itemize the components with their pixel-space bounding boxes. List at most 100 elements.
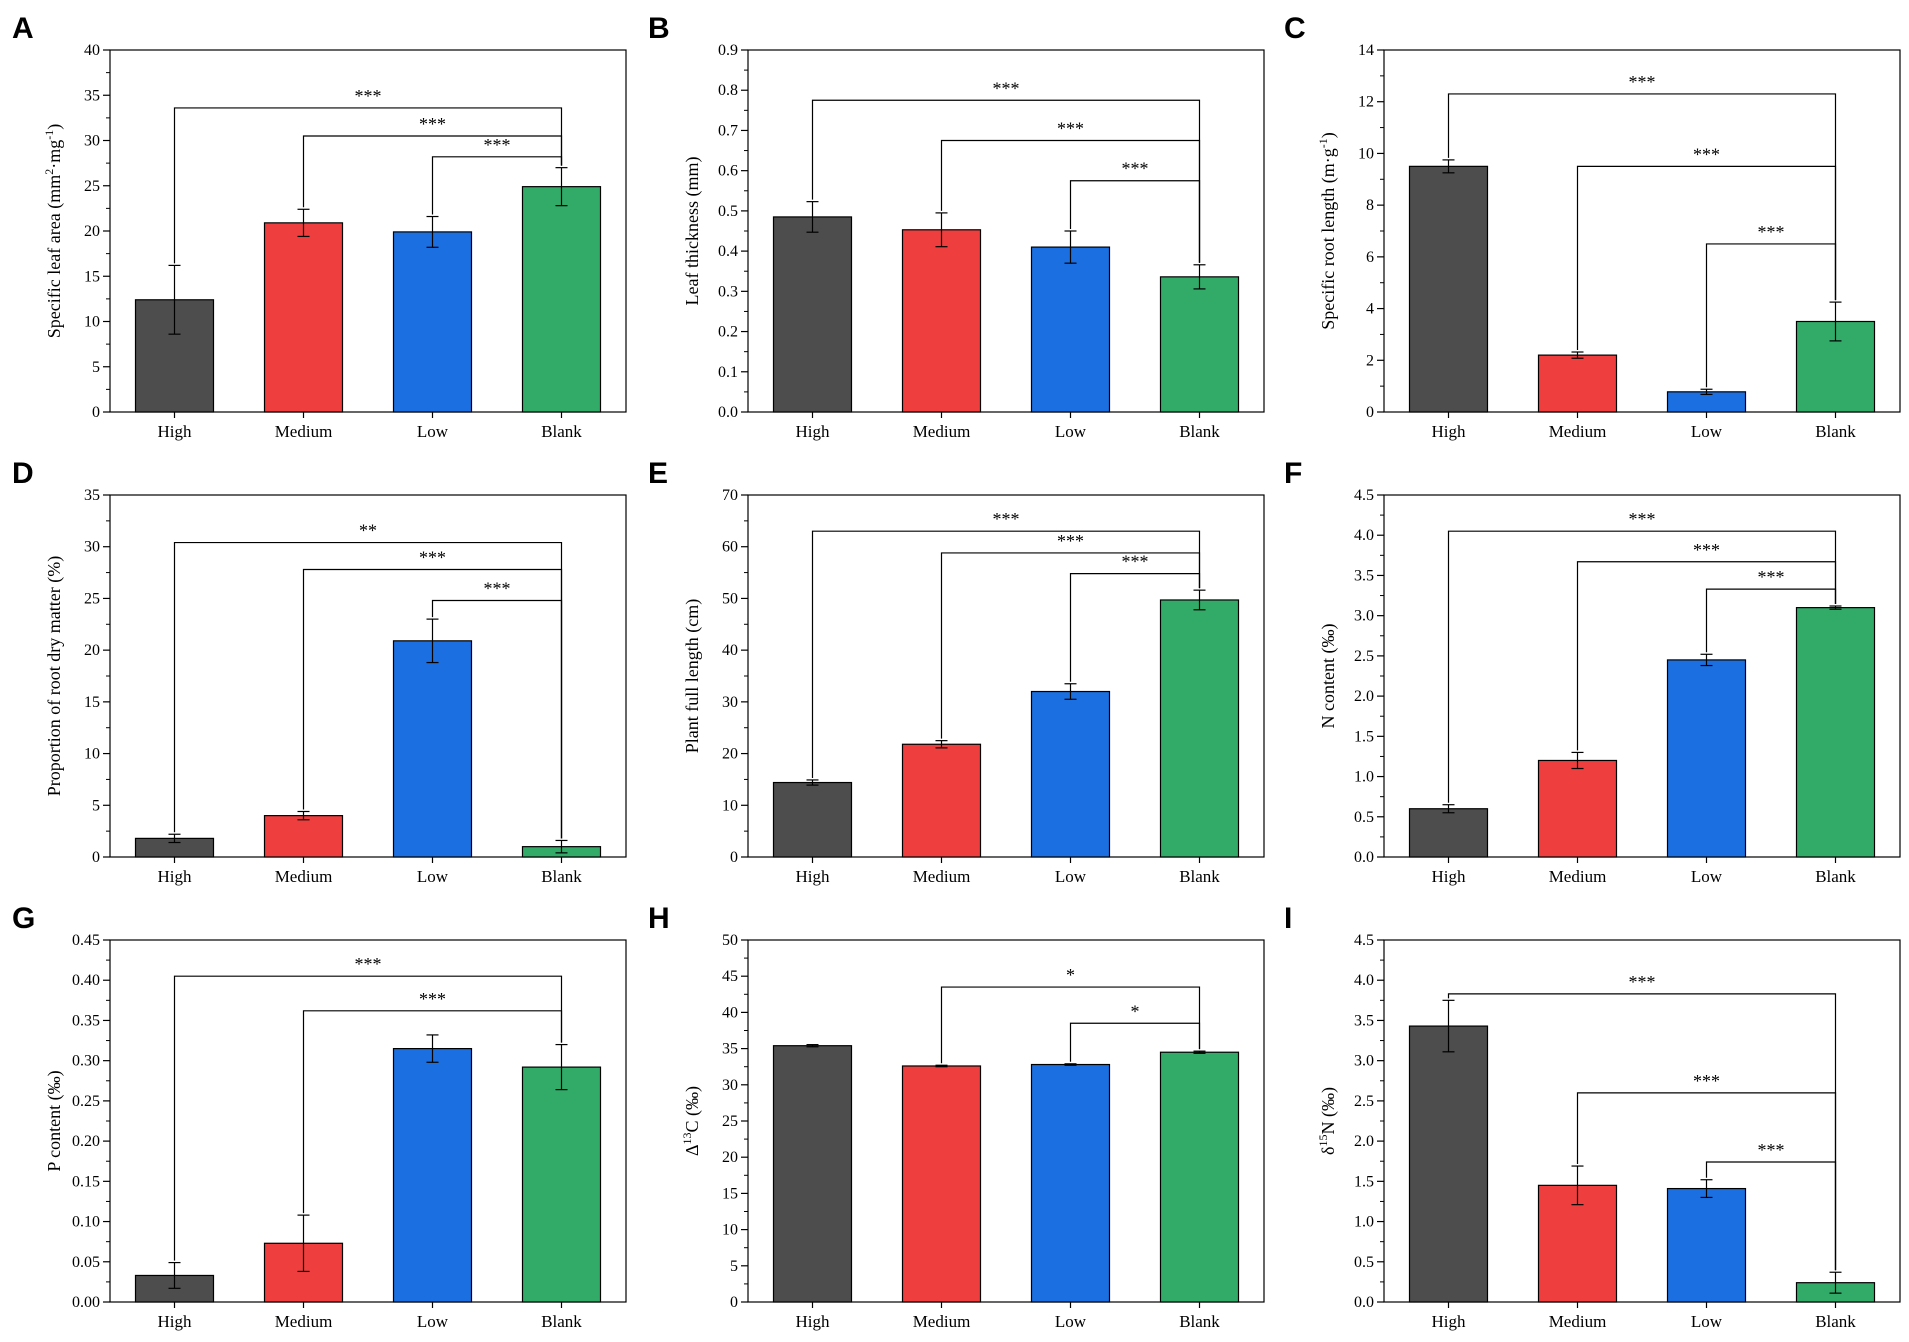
x-category-label: Medium [1549, 422, 1607, 441]
bar-medium [901, 1065, 982, 1303]
significance-label: *** [1629, 509, 1656, 529]
y-tick-label: 0.1 [718, 364, 738, 381]
plot-frame [109, 494, 627, 858]
y-axis-title: Proportion of root dry matter (%) [44, 556, 65, 796]
y-axis-title-superscript: 15 [1316, 1135, 1330, 1147]
panel-letter: B [648, 12, 670, 45]
x-category-label: Medium [1549, 867, 1607, 886]
significance-label: *** [1758, 1140, 1785, 1160]
y-tick-label: 2.5 [1354, 648, 1374, 665]
y-tick-label: 15 [84, 268, 100, 285]
y-axis-title-part: Plant full length (cm) [682, 599, 703, 753]
y-tick-label: 0 [92, 849, 100, 866]
y-tick-label: 3.0 [1354, 1053, 1374, 1070]
bar-medium [901, 743, 982, 858]
x-category-label: Low [1691, 422, 1723, 441]
y-tick-label: 5 [92, 797, 100, 814]
x-category-label: Blank [1179, 867, 1220, 886]
y-tick-label: 1.0 [1354, 1214, 1374, 1231]
significance-label: *** [484, 135, 511, 155]
bar-low [392, 640, 473, 858]
significance-label: *** [1629, 72, 1656, 92]
y-tick-label: 20 [84, 223, 100, 240]
bar-high [772, 1045, 853, 1303]
panel-letter: G [12, 902, 35, 935]
x-category-label: High [1432, 422, 1467, 441]
y-tick-label: 10 [84, 314, 100, 331]
y-tick-label: 0 [730, 1294, 738, 1311]
significance-label: *** [993, 509, 1020, 529]
x-category-label: Blank [541, 422, 582, 441]
bar-medium [901, 229, 982, 413]
y-tick-label: 0.6 [718, 163, 738, 180]
y-tick-label: 0.20 [72, 1133, 100, 1150]
y-tick-label: 8 [1366, 197, 1374, 214]
y-axis-title-part: ·mg [44, 140, 64, 169]
y-tick-label: 20 [722, 746, 738, 763]
x-category-label: Low [1055, 867, 1087, 886]
significance-label: *** [1122, 552, 1149, 572]
x-category-label: High [158, 422, 193, 441]
y-tick-label: 12 [1358, 94, 1374, 111]
significance-bracket [173, 975, 563, 1261]
x-category-label: Blank [541, 867, 582, 886]
panel-g: G 0.00 0.05 0.10 0.15 0.20 0.25 0.30 0.35 0.40 0.4… [12, 902, 627, 1331]
significance-bracket [1069, 1022, 1201, 1062]
y-axis-title-superscript: 2 [42, 169, 56, 175]
y-tick-label: 0.5 [718, 203, 738, 220]
y-tick-label: 10 [1358, 145, 1374, 162]
y-axis-title-part: Proportion of root dry matter (%) [44, 556, 65, 796]
significance-bracket [302, 135, 563, 208]
y-tick-label: 4.5 [1354, 487, 1374, 504]
y-tick-label: 50 [722, 932, 738, 949]
y-tick-label: 10 [84, 746, 100, 763]
significance-label: *** [355, 954, 382, 974]
y-axis-title-superscript: 13 [680, 1132, 694, 1144]
significance-bracket [1576, 165, 1837, 351]
bar-high [772, 781, 853, 858]
y-tick-label: 3.5 [1354, 567, 1374, 584]
x-category-label: Medium [1549, 1312, 1607, 1331]
y-tick-label: 10 [722, 1222, 738, 1239]
y-tick-label: 35 [84, 87, 100, 104]
significance-bracket [431, 599, 563, 839]
y-tick-label: 30 [722, 694, 738, 711]
bar-blank [1159, 1051, 1240, 1303]
panel-a: A 0 5 10 15 20 25 30 35 40 Specific leaf area (mm2… [12, 12, 627, 441]
y-tick-label: 0.2 [718, 324, 738, 341]
x-category-label: Low [417, 867, 449, 886]
y-tick-label: 40 [722, 1004, 738, 1021]
y-axis-title: Leaf thickness (mm) [682, 157, 703, 306]
y-tick-label: 50 [722, 590, 738, 607]
y-axis-title-part: δ [1318, 1147, 1338, 1155]
y-axis-title-part: C (‰) [682, 1086, 703, 1133]
bar-low [1030, 246, 1111, 413]
x-category-label: Blank [1815, 867, 1856, 886]
x-category-label: Blank [1815, 422, 1856, 441]
y-tick-label: 25 [722, 1113, 738, 1130]
x-category-label: Medium [913, 1312, 971, 1331]
y-tick-label: 2.5 [1354, 1093, 1374, 1110]
bar-low [392, 231, 473, 413]
significance-label: *** [419, 114, 446, 134]
y-tick-label: 4 [1366, 301, 1374, 318]
y-tick-label: 0 [1366, 404, 1374, 421]
bar-blank [521, 1066, 602, 1303]
y-axis-title: N content (‰) [1318, 624, 1339, 729]
significance-label: * [1131, 1001, 1140, 1021]
y-axis-title-superscript: -1 [1316, 138, 1330, 148]
y-tick-label: 0.45 [72, 932, 100, 949]
bar-blank [521, 186, 602, 413]
significance-label: * [1066, 965, 1075, 985]
y-tick-label: 45 [722, 968, 738, 985]
x-category-label: High [796, 1312, 831, 1331]
bar-low [1666, 1187, 1747, 1303]
y-tick-label: 0 [92, 404, 100, 421]
significance-bracket [940, 552, 1201, 739]
bar-low [1030, 690, 1111, 858]
y-tick-label: 14 [1358, 42, 1374, 59]
y-axis-title: P content (‰) [44, 1070, 65, 1171]
significance-bracket [1447, 993, 1837, 1271]
significance-label: *** [419, 989, 446, 1009]
panel-letter: A [12, 12, 34, 45]
